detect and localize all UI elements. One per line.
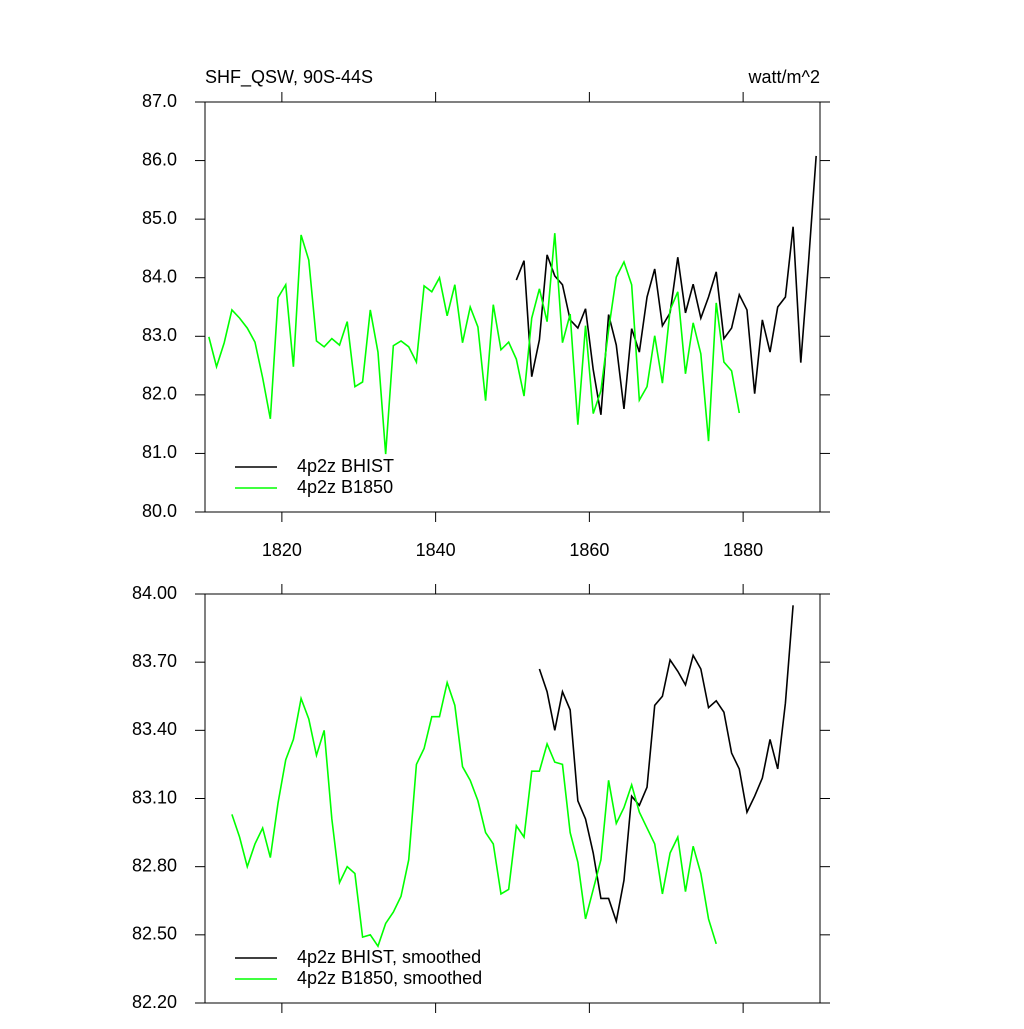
y-tick-label: 86.0 (142, 149, 177, 169)
x-tick-label: 1820 (262, 540, 302, 560)
y-tick-label: 87.0 (142, 91, 177, 111)
legend-label: 4p2z B1850 (297, 477, 393, 497)
x-tick-label: 1840 (416, 540, 456, 560)
units-label: watt/m^2 (748, 67, 820, 87)
y-tick-label: 82.80 (132, 855, 177, 875)
plot-frame (204, 593, 821, 1004)
data-line (538, 605, 794, 925)
y-tick-label: 82.20 (132, 992, 177, 1012)
y-tick-label: 83.40 (132, 719, 177, 739)
data-line (231, 679, 717, 948)
y-tick-label: 82.0 (142, 384, 177, 404)
data-line (515, 155, 817, 415)
y-tick-label: 83.0 (142, 325, 177, 345)
plot-frame (204, 101, 821, 513)
x-tick-label: 1860 (569, 540, 609, 560)
y-tick-label: 82.50 (132, 924, 177, 944)
legend-label: 4p2z B1850, smoothed (297, 968, 482, 988)
y-tick-label: 83.70 (132, 651, 177, 671)
chart-title: SHF_QSW, 90S-44S (205, 67, 373, 88)
y-tick-label: 81.0 (142, 442, 177, 462)
data-line (208, 233, 741, 455)
x-tick-label: 1880 (723, 540, 763, 560)
legend-label: 4p2z BHIST (297, 456, 394, 476)
legend-label: 4p2z BHIST, smoothed (297, 947, 481, 967)
y-tick-label: 80.0 (142, 501, 177, 521)
y-tick-label: 83.10 (132, 787, 177, 807)
y-tick-label: 84.0 (142, 266, 177, 286)
y-tick-label: 84.00 (132, 583, 177, 603)
y-tick-label: 85.0 (142, 208, 177, 228)
